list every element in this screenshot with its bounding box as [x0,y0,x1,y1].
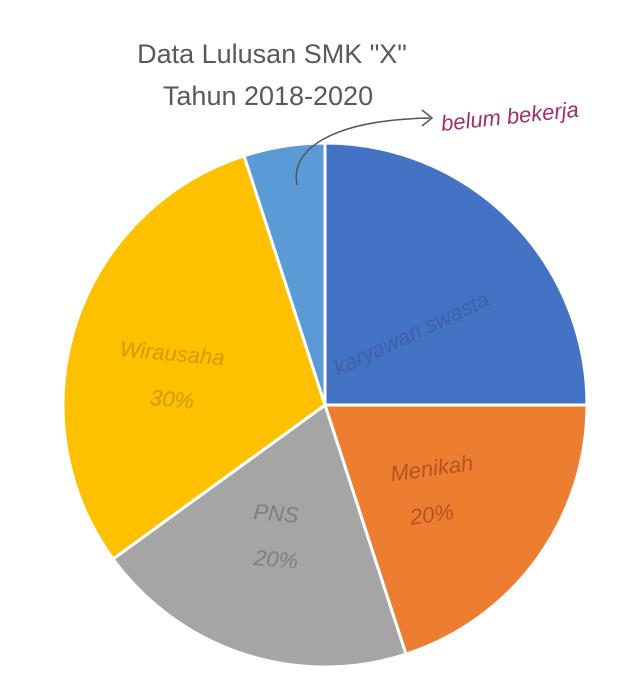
pie-slice [61,153,327,562]
category-label: PNS [253,499,301,528]
value-label: 20% [407,499,455,530]
pie [61,141,589,669]
pie-slice [110,402,408,669]
pie-slice [242,141,327,406]
value-label: 30% [149,385,195,414]
pie-slice [322,403,589,657]
annotation-arrow [295,117,431,186]
arrow-head [421,109,434,127]
chart-title: Data Lulusan SMK "X" [137,39,407,69]
pie-slice [323,141,589,407]
value-label: 20% [252,545,299,574]
chart-subtitle: Tahun 2018-2020 [163,81,373,111]
